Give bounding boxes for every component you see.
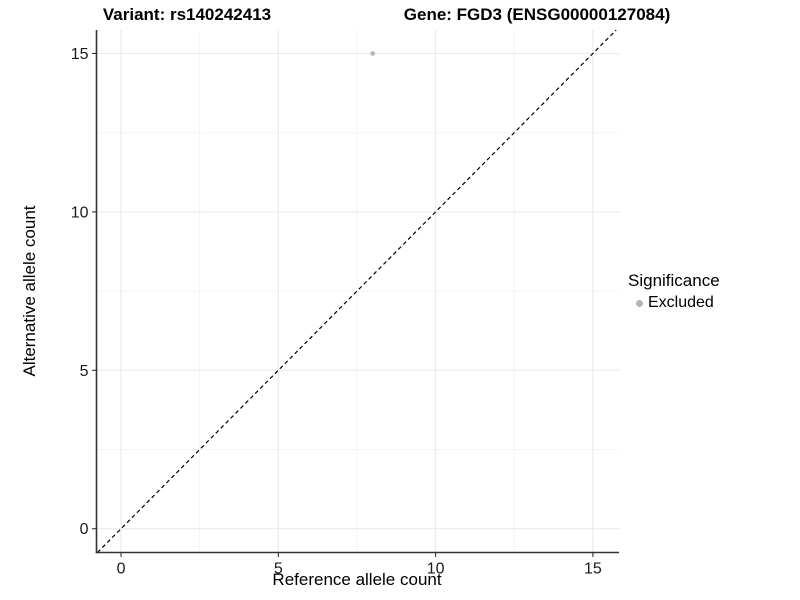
y-tick-label: 15 <box>71 46 89 63</box>
y-axis-title: Alternative allele count <box>20 205 39 377</box>
legend-title: Significance <box>628 271 720 290</box>
legend-item-label: Excluded <box>648 294 714 311</box>
data-point <box>370 51 375 56</box>
x-axis-title: Reference allele count <box>272 570 442 589</box>
legend: Significance Excluded <box>628 271 720 312</box>
x-tick-label: 5 <box>274 561 283 578</box>
y-tick-label: 10 <box>71 204 89 221</box>
x-tick-label: 15 <box>584 561 602 578</box>
x-tick-label: 10 <box>427 561 445 578</box>
x-tick-label: 0 <box>117 561 126 578</box>
excluded-point-icon <box>636 299 643 307</box>
plot-title-variant: Variant: rs140242413 <box>102 5 272 24</box>
legend-item-excluded: Excluded <box>636 294 720 312</box>
y-tick-label: 0 <box>80 521 89 538</box>
identity-dashed-line <box>97 29 617 553</box>
plot-title-gene: Gene: FGD3 (ENSG00000127084) <box>403 5 671 24</box>
y-tick-label: 5 <box>80 363 89 380</box>
